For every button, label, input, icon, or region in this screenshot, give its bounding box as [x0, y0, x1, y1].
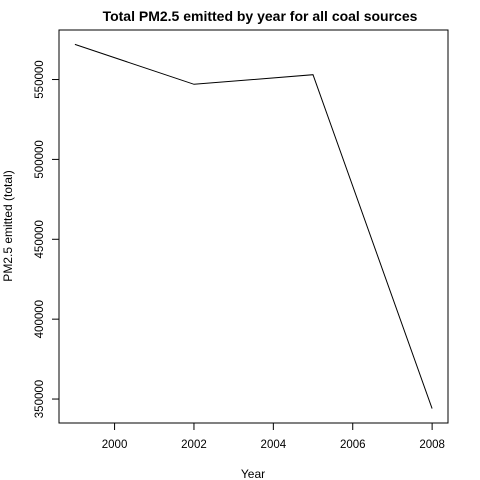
x-tick-label: 2002	[181, 439, 207, 451]
x-tick-label: 2006	[340, 439, 366, 451]
y-tick-label: 550000	[34, 60, 46, 98]
series-line	[74, 43, 433, 409]
y-tick-label: 500000	[34, 140, 46, 178]
x-tick-label: 2004	[261, 439, 287, 451]
x-tick-label: 2000	[102, 439, 128, 451]
y-tick-label: 400000	[34, 300, 46, 338]
series-layer	[74, 43, 433, 409]
x-axis-label: Year	[241, 467, 265, 480]
y-tick-label: 450000	[34, 220, 46, 258]
y-axis-label: PM2.5 emitted (total)	[1, 170, 15, 281]
x-axis: 2000 2002 2004 2006 2008	[102, 422, 445, 451]
plot-frame	[58, 29, 449, 424]
chart-title: Total PM2.5 emitted by year for all coal…	[103, 8, 418, 24]
y-axis: 350000 400000 450000 500000 550000	[34, 60, 60, 418]
x-tick-label: 2008	[419, 439, 445, 451]
y-tick-label: 350000	[34, 380, 46, 418]
